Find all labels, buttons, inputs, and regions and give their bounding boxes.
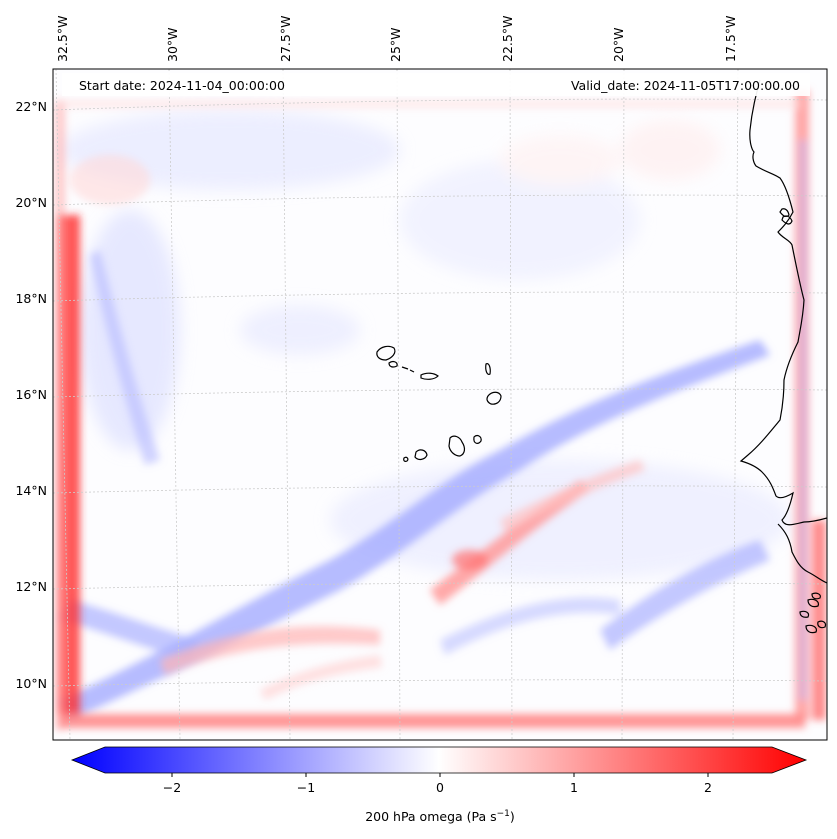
africa-coastline-south: [777, 523, 827, 584]
island-maio: [473, 435, 482, 444]
island-santa-luzia: [401, 366, 409, 370]
coast-islet-1: [779, 208, 790, 218]
island-boa-vista: [486, 391, 502, 405]
lat-label-14n: 14°N: [15, 483, 47, 498]
colorbar-tick-label: −2: [163, 780, 181, 795]
colorbar-title: 200 hPa omega (Pa s−1): [365, 809, 515, 824]
island-fogo: [414, 449, 428, 461]
bijagos-island-1: [807, 598, 819, 608]
lat-label-22n: 22°N: [15, 99, 47, 114]
africa-coastline: [739, 79, 827, 526]
lon-label-30w: 30°W: [165, 27, 180, 62]
bijagos-island-4: [817, 620, 827, 629]
island-sao-nicolau: [420, 372, 439, 380]
lat-label-10n: 10°N: [15, 676, 47, 691]
lon-label-27-5w: 27.5°W: [278, 16, 293, 62]
lon-label-32-5w: 32.5°W: [55, 16, 70, 62]
bijagos-island-3: [805, 624, 817, 634]
island-santiago: [448, 435, 466, 457]
island-sao-vicente: [388, 360, 398, 368]
lat-label-16n: 16°N: [15, 387, 47, 402]
coast-islet-2: [781, 215, 793, 225]
lat-label-18n: 18°N: [15, 291, 47, 306]
start-date-label: Start date: 2024-11-04_00:00:00: [79, 78, 285, 93]
map-frame: [52, 68, 828, 741]
island-brava: [403, 456, 409, 462]
colorbar-ticks: [171, 773, 709, 777]
lon-label-22-5w: 22.5°W: [500, 16, 515, 62]
lon-label-17-5w: 17.5°W: [723, 16, 738, 62]
lat-label-12n: 12°N: [15, 579, 47, 594]
colorbar: −2 −1 0 1 2 200 hPa omega (Pa s−1): [70, 746, 808, 824]
longitude-labels: 32.5°W 30°W 27.5°W 25°W 22.5°W 20°W 17.5…: [55, 16, 738, 62]
coastlines: [376, 79, 827, 634]
island-islet: [409, 369, 415, 373]
island-santo-antao: [376, 345, 396, 361]
colorbar-scale: [70, 746, 808, 774]
colorbar-tick-label: 0: [436, 780, 444, 795]
colorbar-tick-label: 1: [570, 780, 578, 795]
colorbar-tick-label: 2: [704, 780, 712, 795]
valid-date-label: Valid_date: 2024-11-05T17:00:00.00: [571, 78, 800, 93]
lat-label-20n: 20°N: [15, 195, 47, 210]
header-box: [62, 73, 810, 96]
bijagos-island-2: [799, 610, 810, 618]
bijagos-island-5: [811, 592, 821, 600]
omega-field: [55, 90, 826, 730]
map-panel: Start date: 2024-11-04_00:00:00 Valid_da…: [52, 68, 828, 741]
lon-label-20w: 20°W: [611, 27, 626, 62]
latitude-labels: 22°N 20°N 18°N 16°N 14°N 12°N 10°N: [15, 99, 47, 691]
island-sal: [485, 363, 491, 375]
colorbar-tick-label: −1: [297, 780, 315, 795]
lon-label-25w: 25°W: [388, 27, 403, 62]
